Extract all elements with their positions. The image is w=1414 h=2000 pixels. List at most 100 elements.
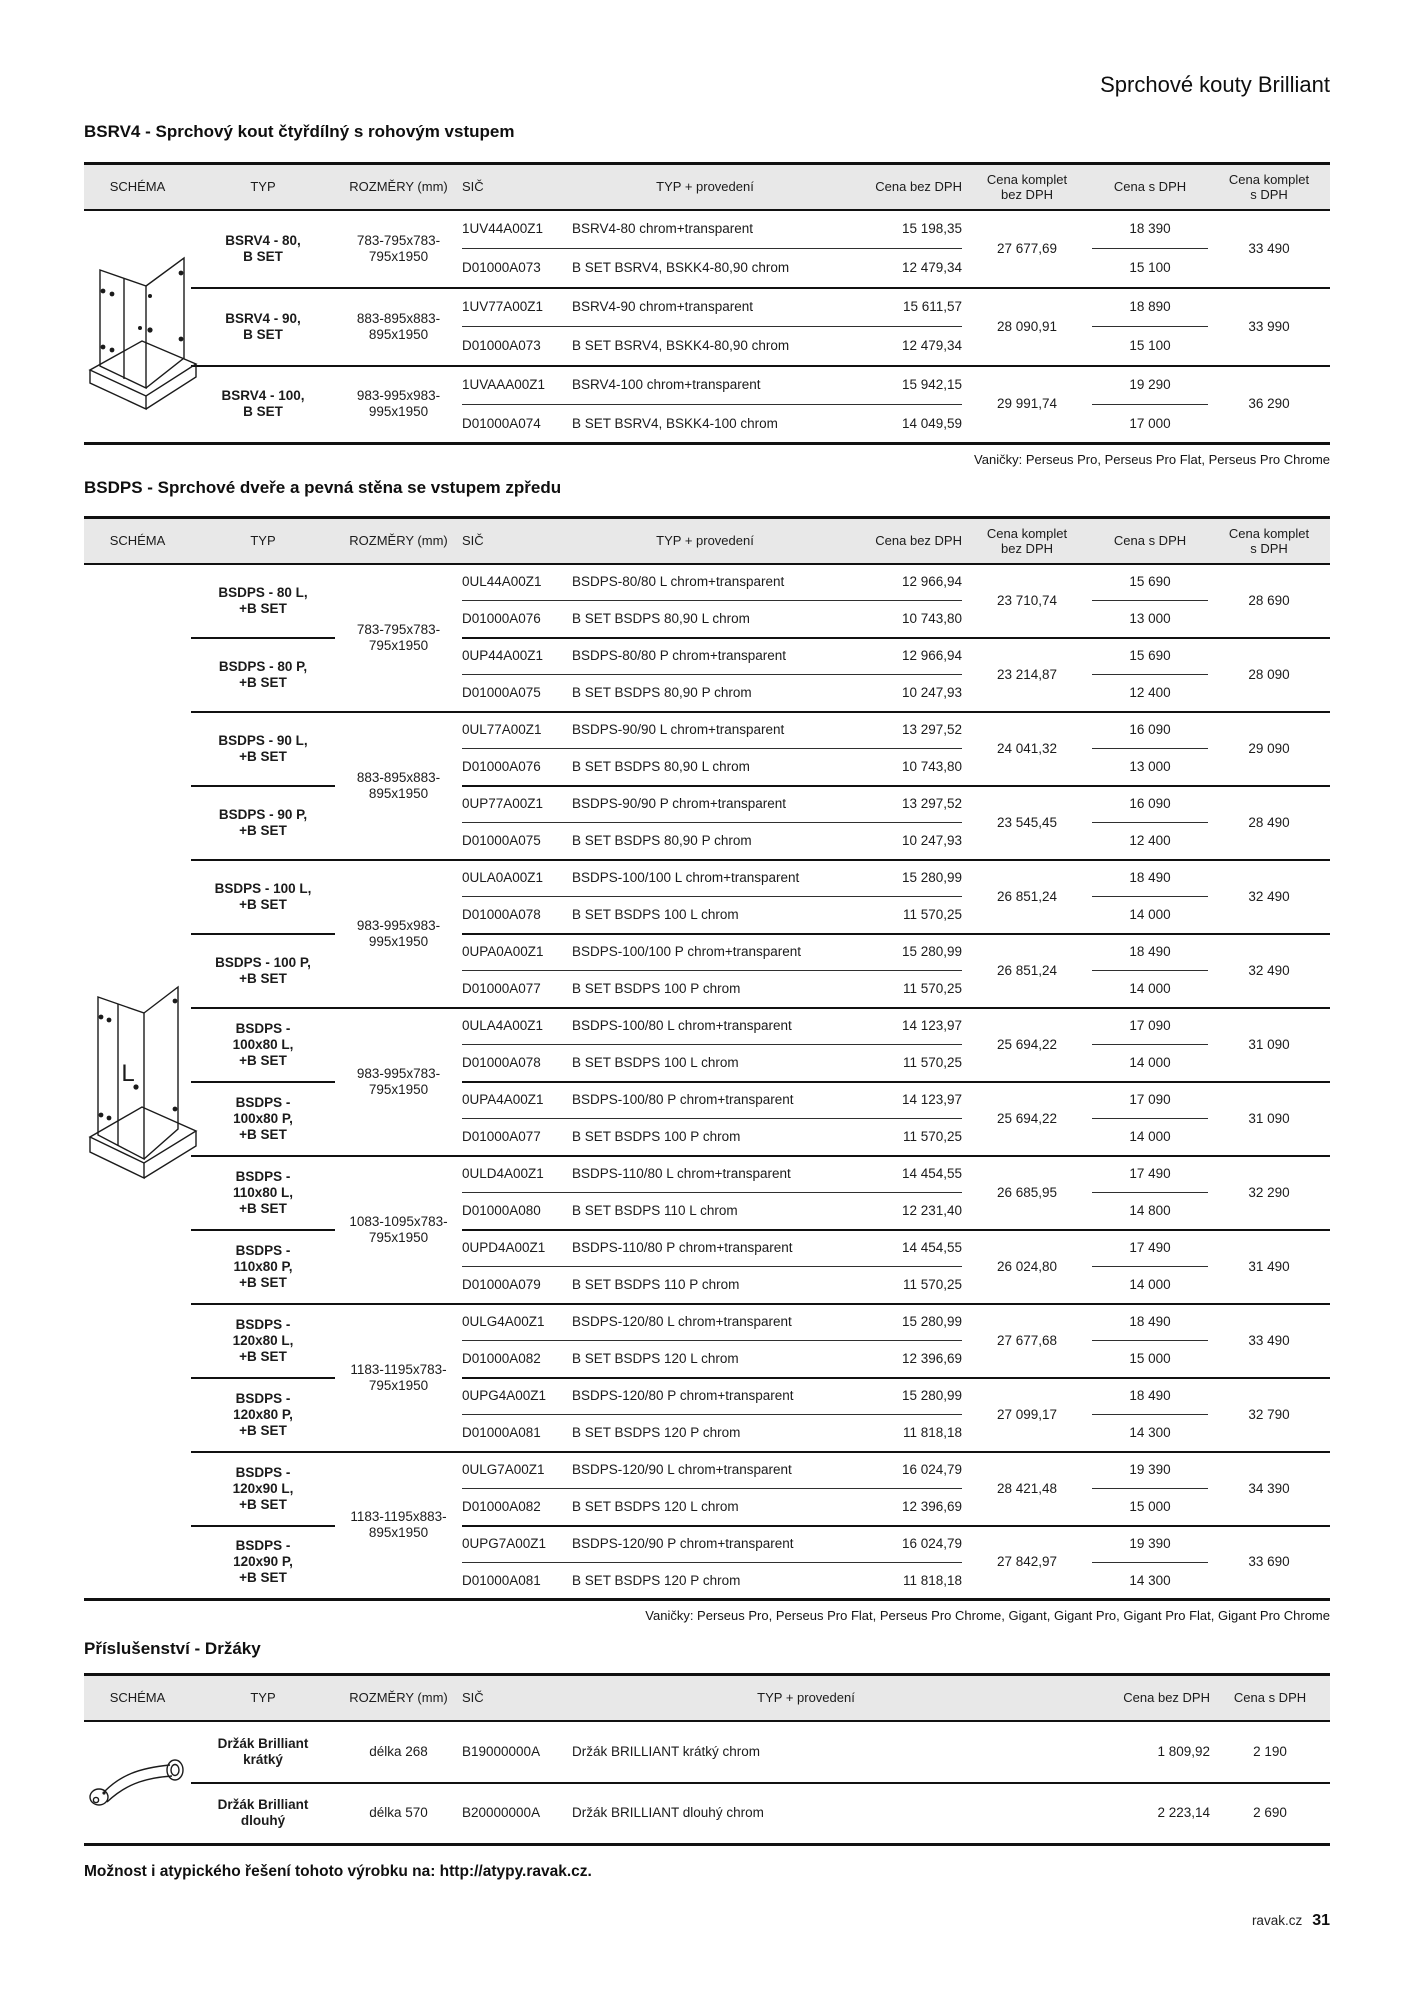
provedeni-cell: B SET BSDPS 100 L chrom: [572, 1044, 838, 1082]
cena-bez-dph-cell: 12 396,69: [838, 1488, 962, 1526]
typ-cell: Držák Brilliant dlouhý: [191, 1781, 335, 1845]
cena-s-dph-cell: 12 400: [1092, 822, 1208, 860]
cena-s-dph-cell: 12 400: [1092, 674, 1208, 712]
cena-bez-dph-cell: 2 223,14: [1040, 1781, 1210, 1845]
cena-komplet-bez-dph-cell: 28 090,91: [962, 286, 1092, 366]
header-cena-bez-dph: Cena bez DPH: [1040, 1674, 1210, 1722]
handle-drawing: [86, 1752, 190, 1812]
sic-cell: 0ULA4A00Z1: [462, 1006, 572, 1045]
cena-s-dph-cell: 14 800: [1092, 1192, 1208, 1230]
cena-s-dph-cell: 18 890: [1092, 286, 1208, 327]
cena-komplet-bez-dph-cell: 24 041,32: [962, 710, 1092, 786]
cena-bez-dph-cell: 10 247,93: [838, 674, 962, 712]
provedeni-cell: BSDPS-100/80 P chrom+transparent: [572, 1080, 838, 1119]
corner-shower-enclosure-drawing: [84, 240, 204, 412]
set-row: D01000A073 B SET BSRV4, BSKK4-80,90 chro…: [84, 248, 1330, 288]
atypical-solutions-note: Možnost i atypického řešení tohoto výrob…: [84, 1863, 592, 1880]
provedeni-cell: BSDPS-80/80 L chrom+transparent: [572, 574, 785, 590]
cena-s-dph-cell: 15 000: [1092, 1340, 1208, 1378]
product-row: BSDPS - 110x80 L, +B SET 1083-1095x783- …: [84, 1154, 1330, 1304]
cena-s-dph-cell: 17 090: [1092, 1006, 1208, 1045]
cena-s-dph-cell: 14 000: [1092, 896, 1208, 934]
header-provedeni: TYP + provedení: [572, 1674, 1040, 1722]
cena-s-dph-cell: 15 100: [1092, 248, 1208, 288]
typ-cell: BSDPS - 110x80 P, +B SET: [191, 1228, 335, 1304]
product-row: BSDPS - 80 P, +B SET 0UP44A00Z1 BSDPS-80…: [84, 636, 1330, 712]
provedeni-cell: B SET BSDPS 80,90 L chrom: [572, 600, 838, 638]
typ-cell: BSDPS - 80 L, +B SET: [218, 584, 308, 616]
rozmery-cell: délka 268: [369, 1743, 428, 1759]
cena-bez-dph-cell: 10 247,93: [838, 822, 962, 860]
cena-bez-dph-cell: 14 454,55: [838, 1228, 962, 1267]
cena-s-dph-cell: 19 290: [1092, 364, 1208, 405]
typ-cell: BSRV4 - 90, B SET: [191, 286, 335, 366]
sic-cell: D01000A082: [462, 1488, 572, 1526]
provedeni-cell: B SET BSDPS 80,90 P chrom: [572, 822, 838, 860]
schema-cell: [84, 210, 191, 444]
cena-s-dph-cell: 2 190: [1253, 1743, 1287, 1759]
section-title-bsrv4: BSRV4 - Sprchový kout čtyřdílný s rohový…: [84, 122, 515, 141]
cena-komplet-bez-dph-cell: 26 024,80: [962, 1228, 1092, 1304]
product-row: BSDPS - 120x80 L, +B SET 1183-1195x783- …: [84, 1302, 1330, 1452]
provedeni-cell: BSDPS-80/80 P chrom+transparent: [572, 636, 838, 675]
cena-komplet-bez-dph-cell: 27 099,17: [962, 1376, 1092, 1452]
trays-note-bsdps: Vaničky: Perseus Pro, Perseus Pro Flat, …: [645, 1608, 1330, 1623]
sic-cell: 0UPG7A00Z1: [462, 1524, 572, 1563]
cena-s-dph-cell: 15 690: [1092, 636, 1208, 675]
sic-cell: 0UP77A00Z1: [462, 784, 572, 823]
provedeni-cell: B SET BSDPS 80,90 L chrom: [572, 748, 838, 786]
provedeni-cell: B SET BSDPS 110 P chrom: [572, 1266, 838, 1304]
cena-komplet-s-dph-cell: 33 490: [1208, 1302, 1330, 1378]
sic-cell: D01000A080: [462, 1192, 572, 1230]
cena-komplet-bez-dph-cell: 23 214,87: [962, 636, 1092, 712]
typ-cell: BSDPS - 90 P, +B SET: [191, 784, 335, 860]
cena-bez-dph-cell: 12 966,94: [838, 636, 962, 675]
cena-bez-dph-cell: 11 570,25: [838, 1044, 962, 1082]
cena-komplet-s-dph-cell: 28 490: [1208, 784, 1330, 860]
rozmery-cell: 883-895x883- 895x1950: [335, 286, 462, 366]
set-row: D01000A078 B SET BSDPS 100 L chrom 11 57…: [84, 896, 1330, 934]
header-provedeni: TYP + provedení: [572, 163, 838, 211]
cena-bez-dph-cell: 15 280,99: [838, 1376, 962, 1415]
cena-komplet-s-dph-cell: 31 090: [1208, 1006, 1330, 1082]
cena-bez-dph-cell: 10 743,80: [838, 748, 962, 786]
sic-cell: D01000A078: [462, 896, 572, 934]
sic-cell: 1UV44A00Z1: [462, 221, 544, 237]
cena-komplet-bez-dph-cell: 28 421,48: [962, 1450, 1092, 1526]
sic-cell: 0UL44A00Z1: [462, 574, 542, 590]
provedeni-cell: BSDPS-110/80 P chrom+transparent: [572, 1228, 838, 1267]
set-row: D01000A076 B SET BSDPS 80,90 L chrom 10 …: [84, 748, 1330, 786]
cena-komplet-bez-dph-cell: 23 545,45: [962, 784, 1092, 860]
cena-bez-dph-cell: 10 743,80: [838, 600, 962, 638]
set-row: D01000A077 B SET BSDPS 100 P chrom 11 57…: [84, 1118, 1330, 1156]
cena-bez-dph-cell: 15 198,35: [901, 221, 962, 237]
set-row: D01000A077 B SET BSDPS 100 P chrom 11 57…: [84, 970, 1330, 1008]
provedeni-cell: BSDPS-110/80 L chrom+transparent: [572, 1154, 838, 1193]
cena-bez-dph-cell: 13 297,52: [838, 710, 962, 749]
provedeni-cell: B SET BSDPS 120 P chrom: [572, 1562, 838, 1600]
cena-bez-dph-cell: 13 297,52: [838, 784, 962, 823]
cena-komplet-s-dph-cell: 33 990: [1208, 286, 1330, 366]
cena-s-dph-cell: 14 000: [1092, 1118, 1208, 1156]
sic-cell: 0UL77A00Z1: [462, 710, 572, 749]
set-row: D01000A075 B SET BSDPS 80,90 P chrom 10 …: [84, 674, 1330, 712]
cena-komplet-s-dph-cell: 32 490: [1208, 932, 1330, 1008]
sic-cell: 0ULA0A00Z1: [462, 858, 572, 897]
typ-cell: BSDPS - 120x90 P, +B SET: [191, 1524, 335, 1600]
rozmery-cell: 1183-1195x883- 895x1950: [335, 1450, 462, 1600]
cena-bez-dph-cell: 14 123,97: [838, 1080, 962, 1119]
rozmery-cell: 983-995x983- 995x1950: [335, 364, 462, 444]
cena-s-dph-cell: 16 090: [1092, 710, 1208, 749]
cena-s-dph-cell: 14 300: [1092, 1562, 1208, 1600]
cena-s-dph-cell: 15 690: [1129, 574, 1171, 590]
cena-komplet-bez-dph-cell: 26 851,24: [962, 932, 1092, 1008]
cena-komplet-bez-dph-cell: 23 710,74: [996, 592, 1058, 608]
sic-cell: D01000A082: [462, 1340, 572, 1378]
provedeni-cell: BSDPS-100/80 L chrom+transparent: [572, 1006, 838, 1045]
cena-s-dph-cell: 13 000: [1092, 600, 1208, 638]
cena-s-dph-cell: 16 090: [1092, 784, 1208, 823]
header-cena-komplet-s-dph: Cena komplet s DPH: [1208, 517, 1330, 565]
set-row: D01000A079 B SET BSDPS 110 P chrom 11 57…: [84, 1266, 1330, 1304]
cena-bez-dph-cell: 11 570,25: [838, 1118, 962, 1156]
trays-note-bsrv4: Vaničky: Perseus Pro, Perseus Pro Flat, …: [974, 452, 1330, 467]
